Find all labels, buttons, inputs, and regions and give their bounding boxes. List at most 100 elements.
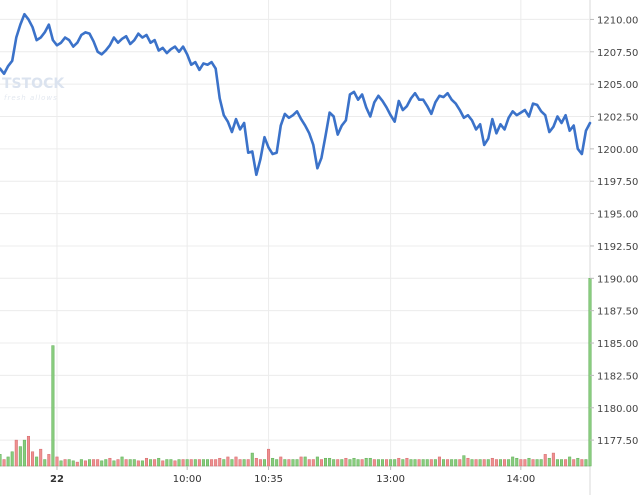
price-line <box>0 12 592 177</box>
volume-bar <box>543 454 547 467</box>
volume-bar <box>283 459 287 467</box>
volume-bar <box>352 457 356 467</box>
volume-bar <box>397 457 401 467</box>
volume-bar <box>474 459 478 467</box>
volume-bar <box>303 456 307 467</box>
volume-bar <box>250 452 254 467</box>
volume-bar <box>405 457 409 467</box>
volume-bar <box>79 459 83 467</box>
volume-bar <box>22 439 26 467</box>
volume-bar <box>568 456 572 467</box>
volume-bar <box>254 457 258 467</box>
x-axis: 22 10:00 10:35 13:00 14:00 <box>50 466 535 485</box>
y-tick-label: 1180.00 <box>597 404 638 415</box>
volume-bar <box>258 459 262 467</box>
volume-bar <box>246 459 250 467</box>
volume-bar <box>226 456 230 467</box>
volume-bar <box>39 448 43 467</box>
volume-bar <box>446 459 450 467</box>
volume-bar <box>486 459 490 467</box>
volume-bar <box>291 459 295 467</box>
volume-bar <box>393 459 397 467</box>
volume-bar <box>380 459 384 467</box>
volume-bar <box>153 459 157 467</box>
volume-bar <box>376 459 380 467</box>
volume-bar <box>31 451 35 467</box>
volume-bar <box>100 460 104 467</box>
x-tick-label: 13:00 <box>376 474 405 485</box>
volume-bar <box>442 459 446 467</box>
volume-bar <box>564 459 568 467</box>
volume-bar <box>242 459 246 467</box>
volume-bar <box>490 457 494 467</box>
volume-bar <box>311 459 315 467</box>
volume-bar <box>197 459 201 467</box>
volume-bar <box>120 456 124 467</box>
y-tick-label: 1190.00 <box>597 274 638 285</box>
y-tick-label: 1187.50 <box>597 307 638 318</box>
volume-bar <box>67 459 71 467</box>
y-tick-label: 1192.50 <box>597 242 638 253</box>
volume-bar <box>576 457 580 467</box>
volume-bar <box>206 459 210 467</box>
volume-bar <box>144 457 148 467</box>
volume-bar <box>433 459 437 467</box>
y-tick-label: 1195.00 <box>597 210 638 221</box>
volume-bar <box>324 457 328 467</box>
volume-bar <box>531 459 535 467</box>
volume-bar <box>214 459 218 467</box>
volume-bar <box>0 454 2 467</box>
x-tick-label: 10:00 <box>173 474 202 485</box>
y-axis: 1177.50 1180.00 1182.50 1185.00 1187.50 1190.… <box>590 15 638 447</box>
volume-bar <box>580 459 584 467</box>
volume-bar <box>368 457 372 467</box>
volume-bar <box>234 456 238 467</box>
volume-bar <box>437 456 441 467</box>
volume-bar <box>547 457 551 467</box>
watermark-brand: TSTOCK <box>2 76 65 92</box>
y-tick-label: 1185.00 <box>597 339 638 350</box>
volume-bar <box>429 459 433 467</box>
volume-bar <box>560 459 564 467</box>
volume-bar <box>173 460 177 467</box>
volume-bar <box>555 459 559 467</box>
volume-bar <box>210 459 214 467</box>
volume-bar <box>26 435 30 467</box>
watermark-tagline: fresh allows <box>4 94 58 102</box>
volume-bar <box>104 459 108 467</box>
volume-bar <box>63 459 67 467</box>
volume-bar <box>181 459 185 467</box>
volume-bar <box>385 459 389 467</box>
volume-bar <box>450 459 454 467</box>
volume-bar <box>588 278 592 467</box>
volume-bar <box>71 460 75 467</box>
volume-bar <box>421 459 425 467</box>
chart-grid <box>0 0 591 495</box>
volume-bar <box>59 460 63 467</box>
volume-bar <box>482 459 486 467</box>
volume-bar <box>83 460 87 467</box>
volume-bar <box>462 455 466 467</box>
volume-bar <box>279 456 283 467</box>
volume-bar <box>6 456 10 467</box>
volume-bar <box>315 456 319 467</box>
volume-bar <box>409 459 413 467</box>
volume-bar <box>116 459 120 467</box>
volume-bar <box>128 459 132 467</box>
volume-bar <box>535 459 539 467</box>
volume-bar <box>201 459 205 467</box>
volume-bar <box>112 460 116 467</box>
volume-bar <box>494 459 498 467</box>
y-tick-label: 1202.50 <box>597 113 638 124</box>
volume-bar <box>348 459 352 467</box>
volume-bar <box>372 459 376 467</box>
volume-bar <box>51 345 55 467</box>
volume-bar <box>295 459 299 467</box>
volume-bar <box>149 459 153 467</box>
y-tick-label: 1200.00 <box>597 145 638 156</box>
volume-bar <box>413 459 417 467</box>
volume-bar <box>515 457 519 467</box>
volume-bar <box>2 459 6 467</box>
volume-bar <box>356 459 360 467</box>
